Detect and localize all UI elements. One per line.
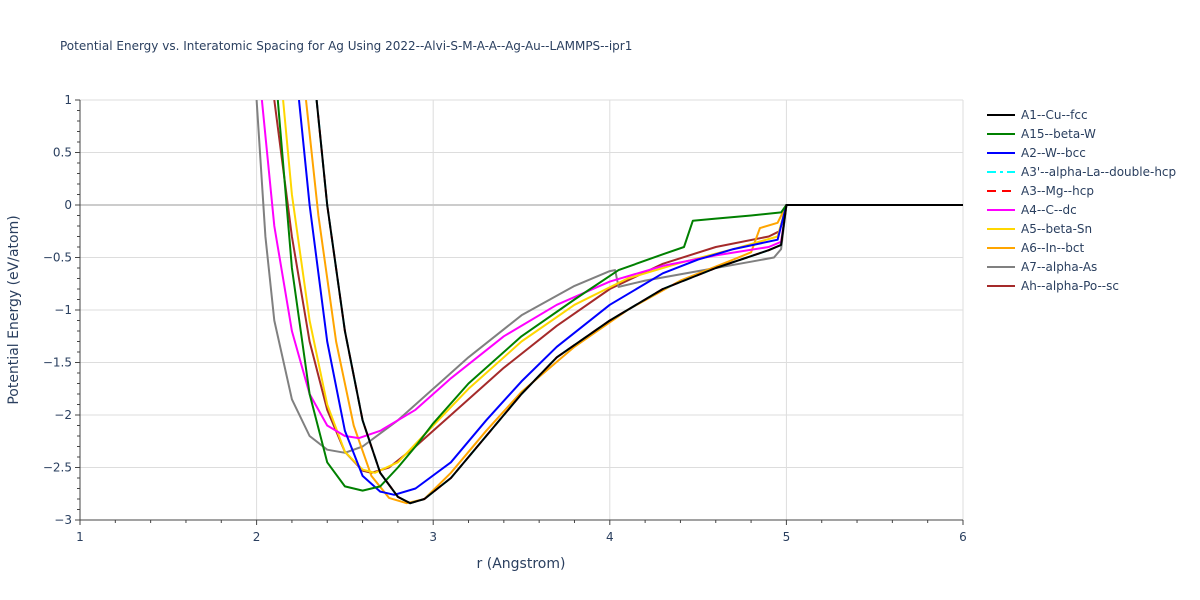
series-line	[255, 100, 963, 454]
plot-area	[255, 100, 963, 505]
x-tick-label: 5	[783, 530, 791, 544]
series-line	[305, 100, 963, 505]
x-tick-label: 6	[959, 530, 967, 544]
y-tick-label: 0.5	[53, 146, 72, 160]
series-line	[298, 100, 963, 496]
series-line	[276, 100, 963, 492]
y-axis-title: Potential Energy (eV/atom)	[6, 215, 22, 404]
chart-title: Potential Energy vs. Interatomic Spacing…	[60, 39, 632, 53]
series-line	[273, 100, 963, 474]
legend-item[interactable]: A6--In--bct	[1021, 241, 1085, 255]
x-axis-title: r (Angstrom)	[477, 556, 566, 572]
y-tick-label: −1.5	[43, 356, 72, 370]
y-tick-label: −3	[54, 513, 72, 527]
y-tick-label: −2	[54, 408, 72, 422]
legend: A1--Cu--fcc A15--beta-W A2--W--bcc A3'--alp…	[987, 108, 1176, 293]
legend-item[interactable]: A4--C--dc	[1021, 203, 1077, 217]
legend-item[interactable]: A2--W--bcc	[1021, 146, 1086, 160]
x-tick-label: 4	[606, 530, 614, 544]
x-tick-label: 1	[76, 530, 84, 544]
gridlines	[80, 99, 964, 520]
x-tick-label: 2	[253, 530, 261, 544]
legend-item[interactable]: A7--alpha-As	[1021, 260, 1097, 274]
x-tick-label: 3	[429, 530, 437, 544]
legend-item[interactable]: A3--Mg--hcp	[1021, 184, 1094, 198]
y-tick-label: −1	[54, 303, 72, 317]
legend-item[interactable]: A3'--alpha-La--double-hcp	[1021, 165, 1176, 179]
y-tick-label: −0.5	[43, 251, 72, 265]
y-tick-label: 0	[64, 198, 72, 212]
series-line	[260, 100, 963, 440]
axes: 1 2 3 4 5 6 1 0.5 0 −0.5 −1 −1.5 −2 −2.5 −3	[43, 93, 967, 544]
y-tick-label: −2.5	[43, 461, 72, 475]
legend-item[interactable]: A5--beta-Sn	[1021, 222, 1092, 236]
legend-item[interactable]: A1--Cu--fcc	[1021, 108, 1088, 122]
series-line	[315, 100, 963, 505]
y-tick-label: 1	[64, 93, 72, 107]
legend-item[interactable]: Ah--alpha-Po--sc	[1021, 279, 1119, 293]
legend-item[interactable]: A15--beta-W	[1021, 127, 1096, 141]
